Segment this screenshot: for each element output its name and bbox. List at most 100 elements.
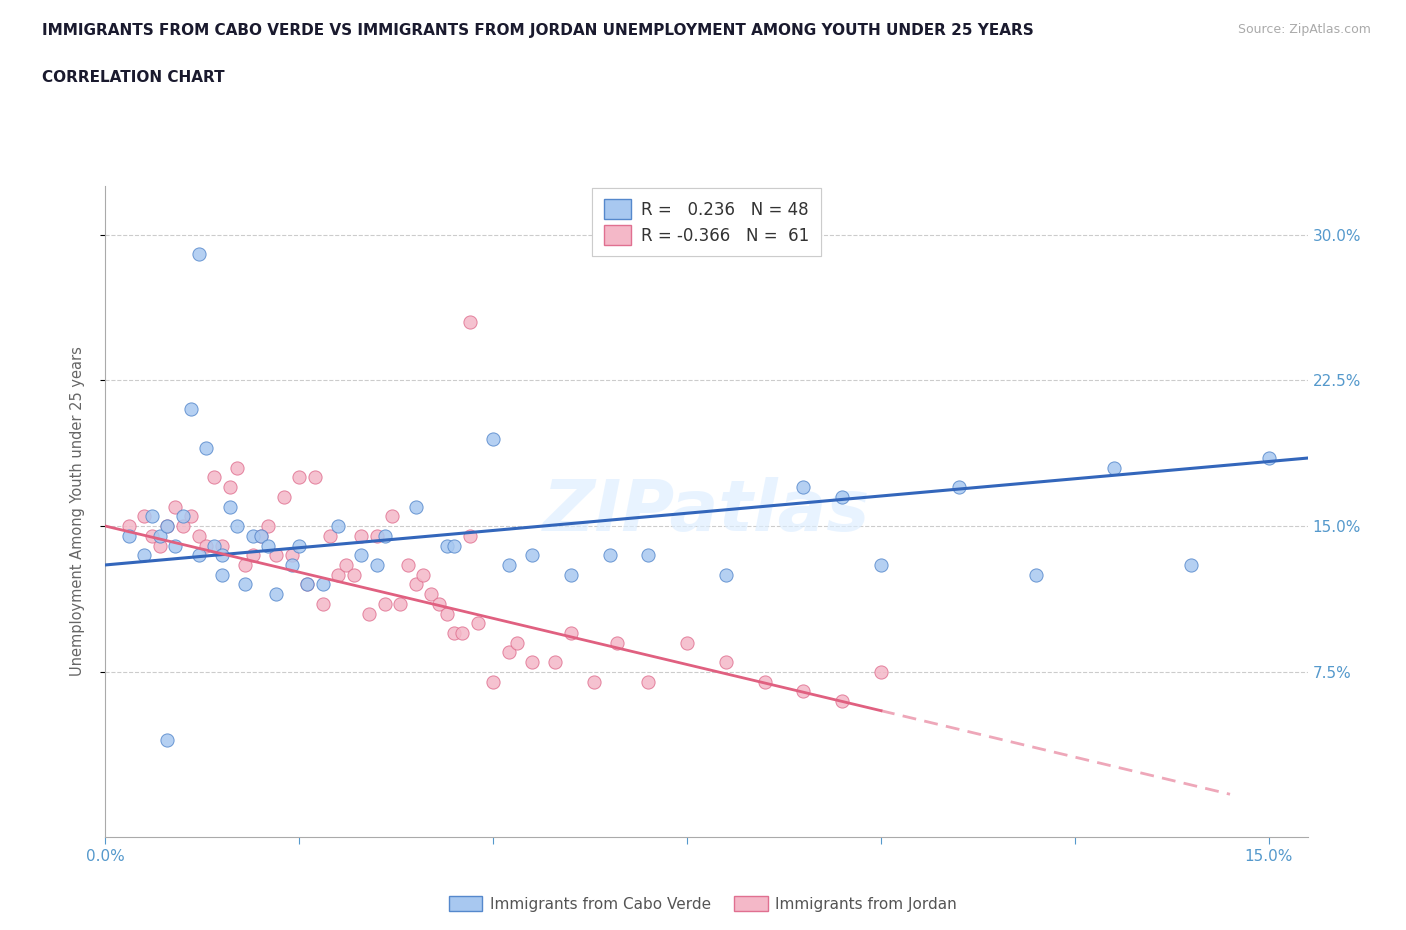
Point: [482, 432, 505, 446]
Point: [233, 577, 256, 591]
Point: [1180, 557, 1202, 572]
Point: [326, 519, 349, 534]
Point: [520, 548, 543, 563]
Point: [165, 499, 187, 514]
Point: [264, 587, 287, 602]
Point: [396, 557, 419, 572]
Point: [359, 606, 381, 621]
Point: [218, 480, 240, 495]
Point: [676, 635, 699, 650]
Point: [714, 655, 737, 670]
Point: [195, 538, 218, 553]
Point: [134, 548, 156, 563]
Point: [583, 674, 606, 689]
Point: [870, 557, 893, 572]
Point: [498, 644, 520, 659]
Point: [606, 635, 628, 650]
Point: [458, 528, 481, 543]
Point: [187, 548, 209, 563]
Point: [304, 470, 326, 485]
Point: [249, 528, 271, 543]
Point: [792, 480, 814, 495]
Point: [427, 596, 450, 611]
Point: [1102, 460, 1125, 475]
Point: [420, 587, 443, 602]
Point: [381, 509, 404, 524]
Point: [498, 557, 520, 572]
Point: [436, 606, 458, 621]
Point: [249, 528, 271, 543]
Point: [637, 674, 659, 689]
Point: [1257, 451, 1279, 466]
Point: [482, 674, 505, 689]
Point: [172, 519, 194, 534]
Text: IMMIGRANTS FROM CABO VERDE VS IMMIGRANTS FROM JORDAN UNEMPLOYMENT AMONG YOUTH UN: IMMIGRANTS FROM CABO VERDE VS IMMIGRANTS…: [42, 23, 1033, 38]
Point: [948, 480, 970, 495]
Point: [544, 655, 567, 670]
Point: [311, 596, 333, 611]
Point: [319, 528, 342, 543]
Point: [560, 567, 582, 582]
Point: [149, 538, 172, 553]
Point: [165, 538, 187, 553]
Point: [831, 489, 853, 504]
Point: [350, 528, 373, 543]
Point: [451, 626, 474, 641]
Point: [295, 577, 318, 591]
Point: [211, 538, 233, 553]
Point: [443, 538, 465, 553]
Point: [180, 402, 202, 417]
Point: [467, 616, 489, 631]
Point: [311, 577, 333, 591]
Point: [754, 674, 776, 689]
Point: [118, 528, 141, 543]
Point: [141, 509, 163, 524]
Point: [505, 635, 527, 650]
Point: [202, 538, 225, 553]
Point: [343, 567, 366, 582]
Point: [366, 528, 388, 543]
Point: [211, 548, 233, 563]
Point: [218, 499, 240, 514]
Point: [264, 548, 287, 563]
Point: [792, 684, 814, 698]
Point: [156, 519, 179, 534]
Point: [350, 548, 373, 563]
Point: [118, 519, 141, 534]
Y-axis label: Unemployment Among Youth under 25 years: Unemployment Among Youth under 25 years: [70, 347, 84, 676]
Point: [374, 528, 396, 543]
Legend: Immigrants from Cabo Verde, Immigrants from Jordan: Immigrants from Cabo Verde, Immigrants f…: [443, 890, 963, 918]
Point: [389, 596, 412, 611]
Point: [831, 694, 853, 709]
Point: [211, 567, 233, 582]
Point: [134, 509, 156, 524]
Point: [288, 538, 311, 553]
Point: [156, 733, 179, 748]
Point: [280, 548, 302, 563]
Point: [637, 548, 659, 563]
Point: [560, 626, 582, 641]
Point: [149, 528, 172, 543]
Point: [288, 470, 311, 485]
Legend: R =   0.236   N = 48, R = -0.366   N =  61: R = 0.236 N = 48, R = -0.366 N = 61: [592, 188, 821, 257]
Point: [257, 538, 280, 553]
Point: [366, 557, 388, 572]
Point: [374, 596, 396, 611]
Text: CORRELATION CHART: CORRELATION CHART: [42, 70, 225, 85]
Point: [870, 664, 893, 679]
Point: [335, 557, 357, 572]
Point: [187, 246, 209, 261]
Text: ZIPatlas: ZIPatlas: [543, 477, 870, 546]
Point: [326, 567, 349, 582]
Text: Source: ZipAtlas.com: Source: ZipAtlas.com: [1237, 23, 1371, 36]
Point: [412, 567, 434, 582]
Point: [405, 499, 427, 514]
Point: [436, 538, 458, 553]
Point: [1025, 567, 1047, 582]
Point: [172, 509, 194, 524]
Point: [226, 460, 249, 475]
Point: [180, 509, 202, 524]
Point: [195, 441, 218, 456]
Point: [714, 567, 737, 582]
Point: [141, 528, 163, 543]
